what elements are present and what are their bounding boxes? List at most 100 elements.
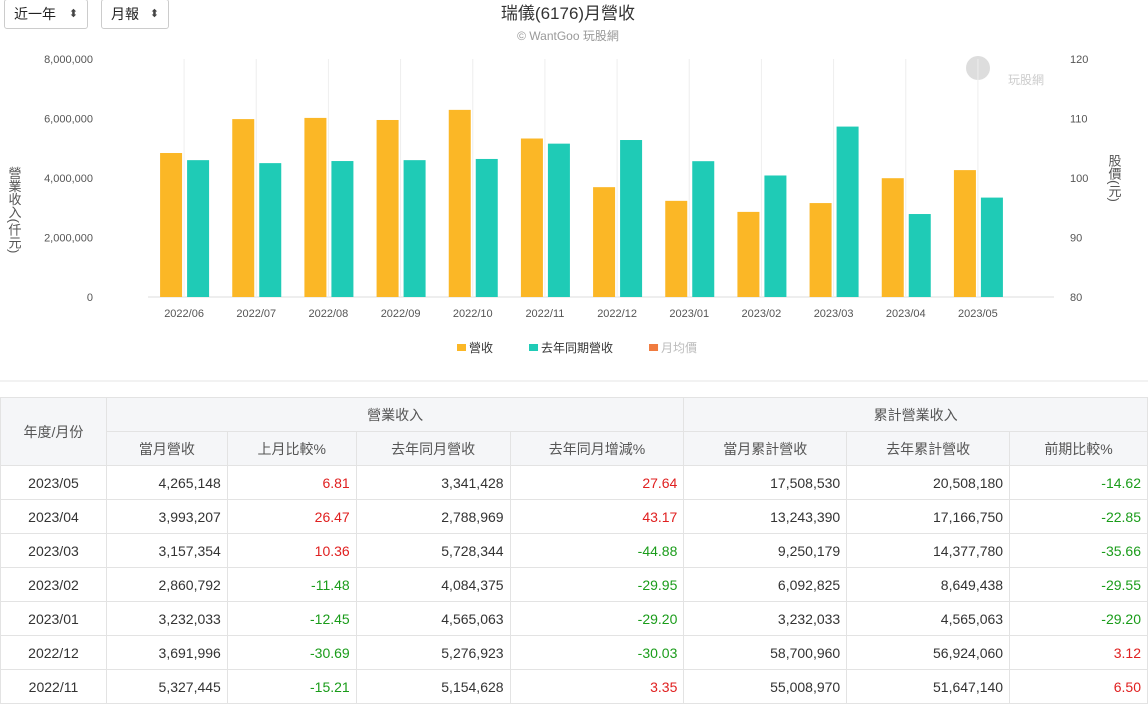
table-cell: 17,508,530 <box>683 465 848 500</box>
x-tick-label: 2023/04 <box>886 308 926 320</box>
x-tick-label: 2022/09 <box>381 308 421 320</box>
table-cell: 3,232,033 <box>105 601 228 636</box>
table-cell: 3,691,996 <box>105 635 228 670</box>
table-cell: 2023/05 <box>0 465 107 500</box>
y-axis-label: 營業收入(仟元) <box>7 167 22 254</box>
y2-tick-label: 80 <box>1070 292 1082 304</box>
bar <box>475 158 498 297</box>
legend-label: 營收 <box>469 341 493 355</box>
table-row: 2023/01 3,232,033 -12.45 4,565,063 -29.20 3,2… <box>0 601 1148 636</box>
table-row: 2022/11 5,327,445 -15.21 5,154,628 3.35 55,00… <box>0 669 1148 704</box>
table-cell: 2,788,969 <box>355 499 511 534</box>
bar <box>448 109 471 297</box>
header-cell: 去年同月營收 <box>355 431 511 466</box>
table-cell: 3,993,207 <box>105 499 228 534</box>
table-row: 當月營收 上月比較% 去年同月營收 去年同月增減% 當月累計營收 去年累計營收 前期比較% <box>1 431 1148 466</box>
bar <box>232 119 255 297</box>
table-cell: 4,084,375 <box>355 567 511 602</box>
legend-label: 月均價 <box>661 341 697 355</box>
x-tick-label: 2023/01 <box>669 308 709 320</box>
table-cell: 6,092,825 <box>683 567 848 602</box>
table-cell: 5,728,344 <box>355 533 511 568</box>
table-cell: 43.17 <box>509 499 685 534</box>
table-cell: 5,276,923 <box>355 635 511 670</box>
group-header-cell: 營業收入 <box>105 397 685 432</box>
table-row: 2023/05 4,265,148 6.81 3,341,428 27.64 17,508… <box>0 465 1148 500</box>
bar <box>520 138 543 297</box>
table-cell: -29.20 <box>1009 601 1148 636</box>
bar <box>692 161 715 297</box>
header-cell: 去年累計營收 <box>846 431 1011 466</box>
table-cell: -29.55 <box>1009 567 1148 602</box>
header-cell: 當月營收 <box>105 431 228 466</box>
table-cell: 55,008,970 <box>683 669 848 704</box>
x-tick-label: 2023/05 <box>958 308 998 320</box>
table-cell: 3.35 <box>509 669 685 704</box>
bar <box>881 178 904 297</box>
chart-subtitle: © WantGoo 玩股網 <box>517 29 619 43</box>
bar <box>403 160 426 297</box>
y-tick-label: 6,000,000 <box>44 114 93 126</box>
revenue-table: 年度/月份 營業收入 累計營業收入 當月營收 上月比較% 去年同月營收 去年同月增減% 當月累… <box>0 397 1148 704</box>
table-cell: 27.64 <box>509 465 685 500</box>
bar <box>836 126 859 298</box>
table-cell: 2022/11 <box>0 669 107 704</box>
bar <box>259 163 282 297</box>
table-cell: -30.69 <box>226 635 357 670</box>
header-cell: 當月累計營收 <box>683 431 848 466</box>
legend-swatch <box>649 344 659 351</box>
bar <box>620 140 643 297</box>
header-cell: 前期比較% <box>1009 431 1148 466</box>
x-tick-label: 2022/11 <box>525 308 564 320</box>
y2-tick-label: 120 <box>1070 54 1088 66</box>
legend-label: 去年同期營收 <box>541 341 613 355</box>
bar <box>593 187 616 297</box>
y-tick-label: 2,000,000 <box>44 233 93 245</box>
x-tick-label: 2022/12 <box>597 308 637 320</box>
table-cell: 58,700,960 <box>683 635 848 670</box>
table-cell: 2023/04 <box>0 499 107 534</box>
range-select[interactable]: 近一年 <box>4 0 88 29</box>
table-cell: 4,265,148 <box>105 465 228 500</box>
table-cell: 56,924,060 <box>846 635 1011 670</box>
x-tick-label: 2022/06 <box>164 308 204 320</box>
table-row: 2023/03 3,157,354 10.36 5,728,344 -44.88 9,25… <box>0 533 1148 568</box>
table-cell: 6.81 <box>226 465 357 500</box>
table-row: 2023/04 3,993,207 26.47 2,788,969 43.17 13,24… <box>0 499 1148 534</box>
table-cell: 2023/01 <box>0 601 107 636</box>
bar <box>953 170 976 297</box>
bar <box>980 197 1003 297</box>
y-tick-label: 4,000,000 <box>44 173 93 185</box>
table-cell: 9,250,179 <box>683 533 848 568</box>
table-cell: 13,243,390 <box>683 499 848 534</box>
x-tick-label: 2023/02 <box>742 308 782 320</box>
header-cell: 上月比較% <box>226 431 357 466</box>
x-tick-label: 2022/07 <box>236 308 276 320</box>
y2-tick-label: 110 <box>1070 114 1088 126</box>
table-cell: 10.36 <box>226 533 357 568</box>
table-cell: 2023/02 <box>0 567 107 602</box>
table-row: 2023/02 2,860,792 -11.48 4,084,375 -29.95 6,0… <box>0 567 1148 602</box>
table-cell: 17,166,750 <box>846 499 1011 534</box>
table-cell: -12.45 <box>226 601 357 636</box>
table-cell: 5,327,445 <box>105 669 228 704</box>
table-cell: 2022/12 <box>0 635 107 670</box>
table-cell: 2,860,792 <box>105 567 228 602</box>
table-cell: 20,508,180 <box>846 465 1011 500</box>
bar <box>187 160 210 297</box>
table-cell: 14,377,780 <box>846 533 1011 568</box>
y-tick-label: 0 <box>87 292 93 304</box>
header-cell: 年度/月份 <box>0 397 107 466</box>
table-cell: -22.85 <box>1009 499 1148 534</box>
bar <box>764 175 787 297</box>
table-cell: 3.12 <box>1009 635 1148 670</box>
bar <box>547 143 570 297</box>
table-cell: 2023/03 <box>0 533 107 568</box>
legend-swatch <box>457 344 466 351</box>
bar <box>304 117 327 297</box>
group-header-cell: 累計營業收入 <box>683 397 1148 432</box>
period-select[interactable]: 月報 <box>101 0 169 29</box>
table-row: 2022/12 3,691,996 -30.69 5,276,923 -30.03 58,… <box>0 635 1148 670</box>
table-cell: 26.47 <box>226 499 357 534</box>
